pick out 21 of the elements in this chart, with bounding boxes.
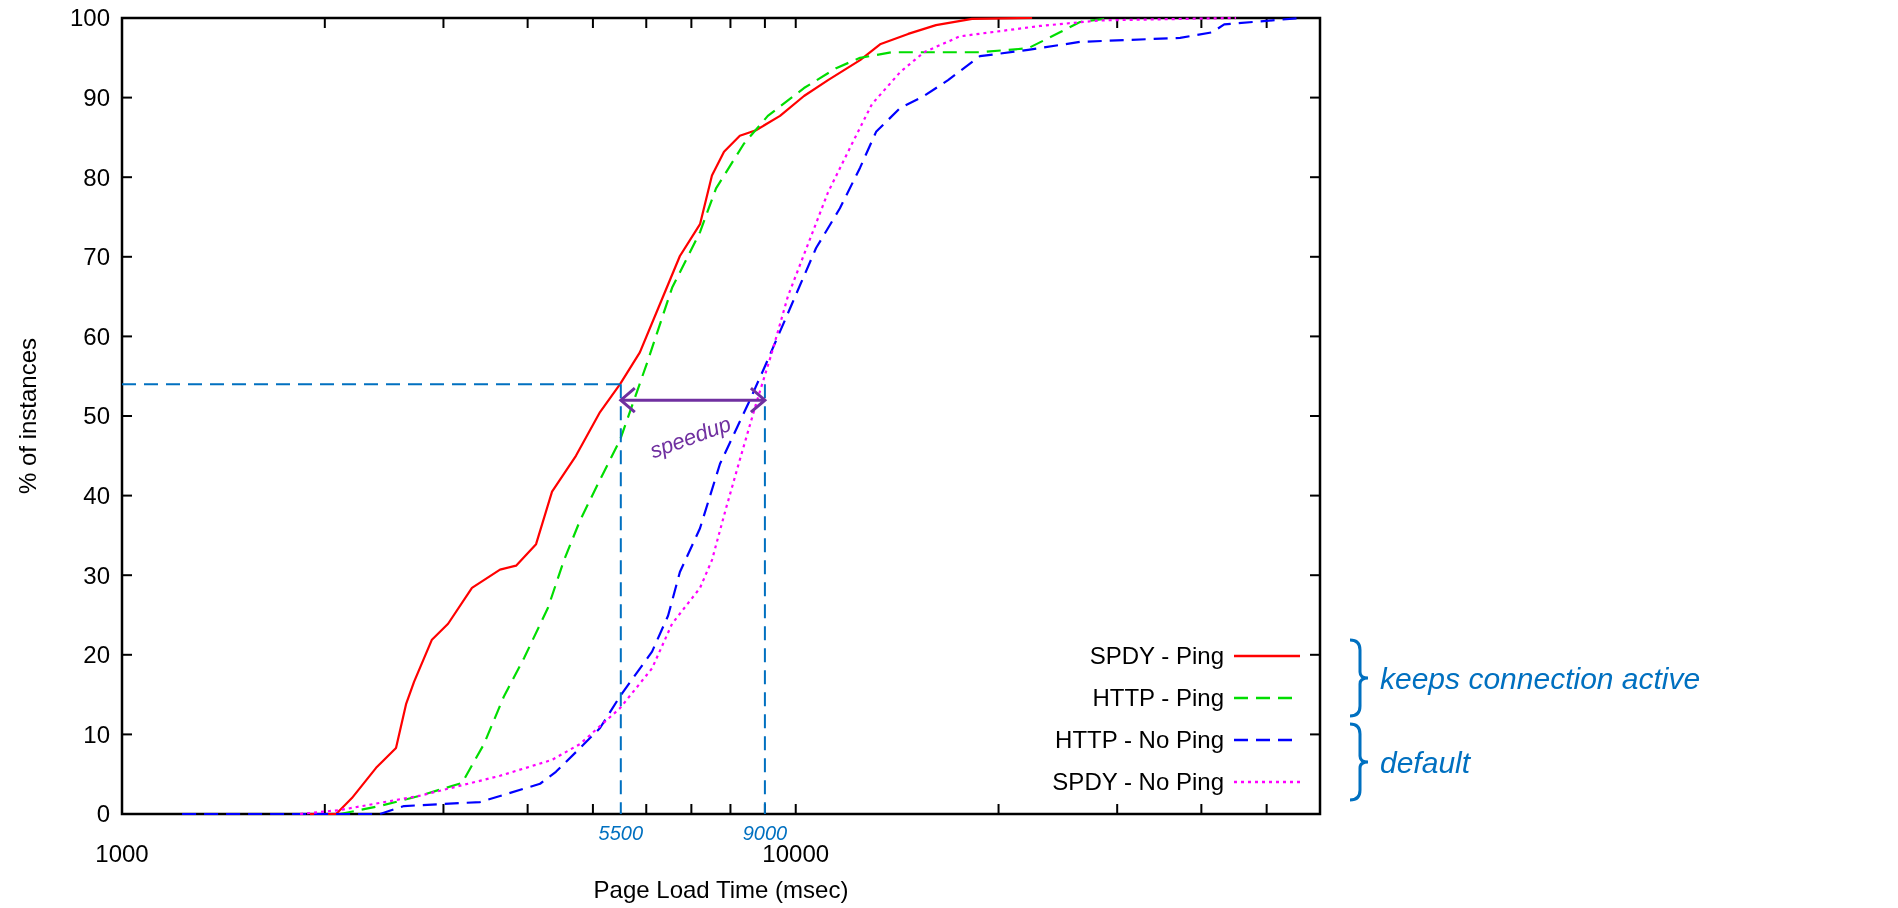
ref-line-label: 5500: [598, 822, 644, 844]
y-tick-label: 10: [83, 720, 110, 748]
y-tick-label: 60: [83, 322, 110, 350]
y-tick-label: 20: [83, 641, 110, 669]
y-tick-label: 40: [83, 482, 110, 509]
text: default: [1380, 745, 1472, 779]
y-tick-label: 70: [83, 243, 110, 271]
legend-label: HTTP - Ping: [1092, 684, 1224, 712]
y-axis-title: % of instances: [14, 337, 41, 495]
legend-label: HTTP - No Ping: [1055, 726, 1224, 754]
text: keeps connection active: [1380, 661, 1701, 695]
y-tick-label: 30: [83, 561, 110, 589]
y-tick-label: 90: [83, 84, 110, 111]
y-tick-label: 50: [83, 402, 110, 430]
y-tick-label: 100: [69, 4, 110, 32]
legend-label: SPDY - Ping: [1089, 642, 1224, 670]
y-tick-label: 0: [96, 800, 110, 828]
x-axis-title: Page Load Time (msec): [593, 876, 849, 903]
y-tick-label: 80: [83, 163, 110, 191]
legend-label: SPDY - No Ping: [1052, 768, 1224, 796]
x-tick-label: 1000: [95, 840, 149, 867]
